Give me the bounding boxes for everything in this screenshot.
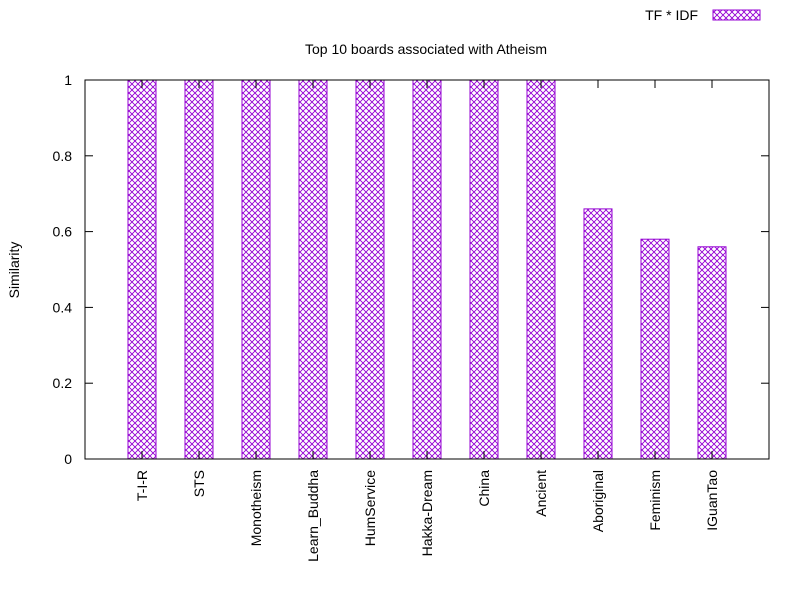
y-tick-label: 0.6 — [53, 224, 73, 240]
x-tick-labels: T-I-R STS Monotheism Learn_Buddha HumService… — [134, 470, 720, 562]
bar-sts — [184, 79, 214, 460]
x-tick-label: Ancient — [533, 470, 549, 517]
x-tick-label: Aboriginal — [590, 470, 606, 532]
bar-ancient — [526, 79, 556, 460]
bar-iguantao — [697, 246, 727, 460]
bar-china — [469, 79, 499, 460]
x-tick-label: IGuanTao — [704, 470, 720, 531]
x-tick-label: Learn_Buddha — [305, 470, 321, 562]
bars — [127, 79, 727, 460]
legend-label: TF * IDF — [645, 7, 698, 23]
x-tick-label: China — [476, 470, 492, 507]
x-tick-label: Feminism — [647, 470, 663, 531]
bar-monotheism — [241, 79, 271, 460]
plot-frame — [84, 79, 770, 460]
y-tick-label: 0.2 — [53, 375, 73, 391]
bar-hakka-dream — [412, 79, 442, 460]
bar-humservice — [355, 79, 385, 460]
y-tick-label: 1 — [64, 72, 72, 88]
bar-feminism — [640, 238, 670, 460]
y-tick-labels: 0 0.2 0.4 0.6 0.8 1 — [53, 72, 73, 467]
x-tick-label: STS — [191, 470, 207, 497]
x-tick-label: HumService — [362, 470, 378, 546]
x-tick-label: Monotheism — [248, 470, 264, 546]
x-tick-label: T-I-R — [134, 470, 150, 501]
legend-swatch — [712, 9, 761, 21]
x-tick-label: Hakka-Dream — [419, 470, 435, 556]
bar-aboriginal — [583, 208, 613, 460]
chart-title: Top 10 boards associated with Atheism — [305, 41, 547, 57]
y-tick-label: 0 — [64, 451, 72, 467]
bar-t-i-r — [127, 79, 157, 460]
y-axis-label: Similarity — [6, 242, 22, 299]
y-tick-label: 0.4 — [53, 299, 73, 315]
y-tick-label: 0.8 — [53, 148, 73, 164]
bar-learn-buddha — [298, 79, 328, 460]
